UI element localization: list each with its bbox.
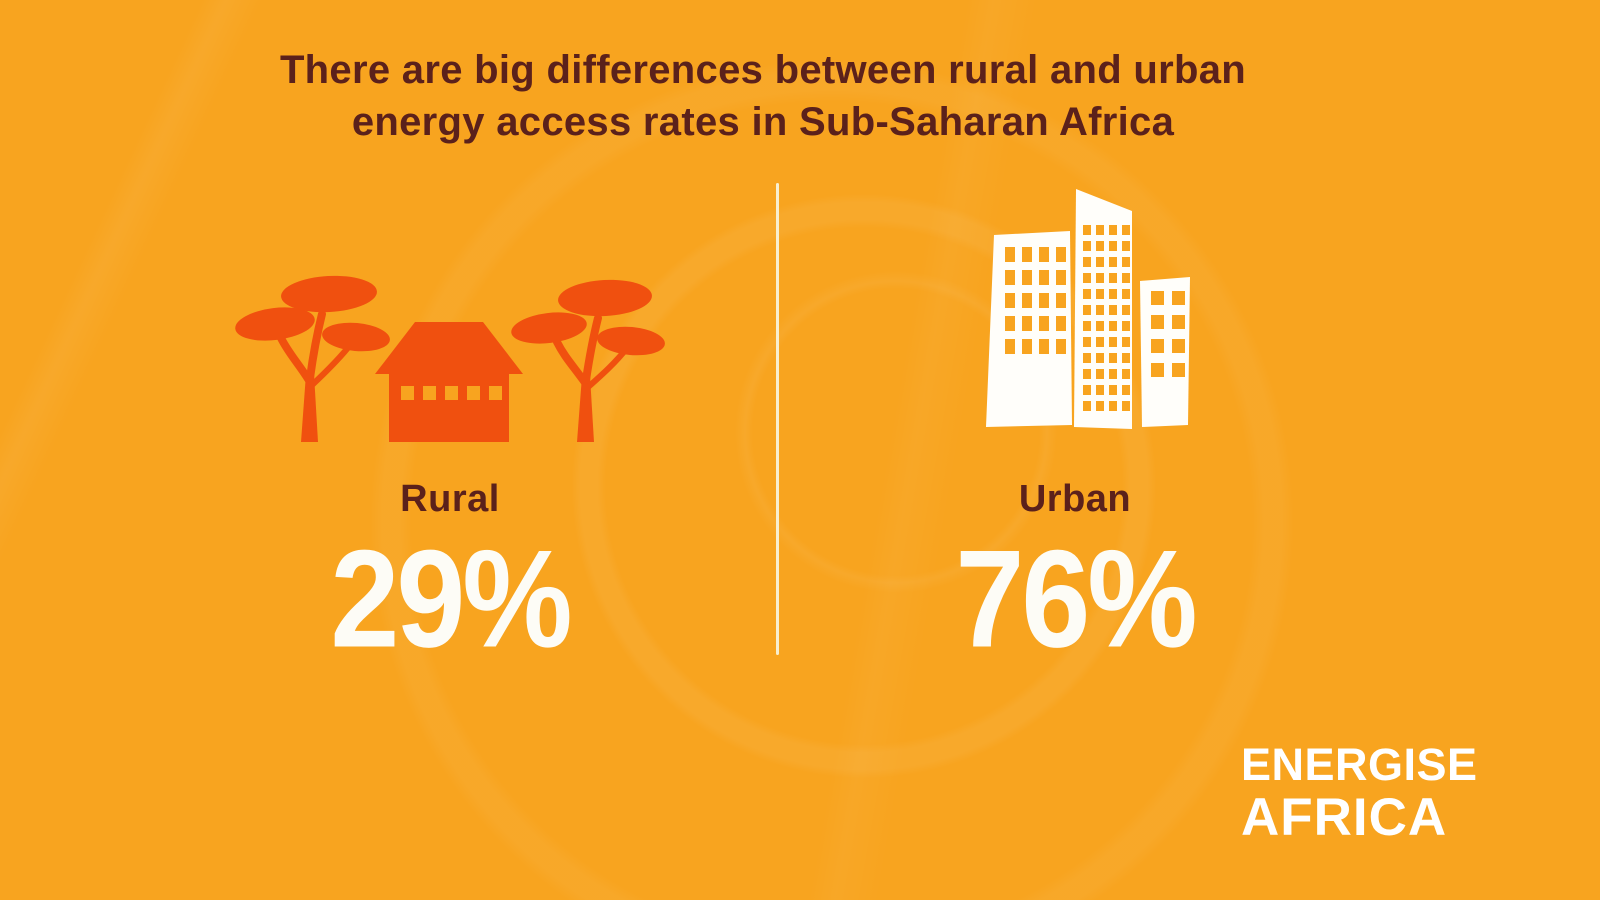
- urban-value: 76%: [955, 522, 1197, 677]
- urban-label: Urban: [1018, 478, 1132, 520]
- page-title: There are big differences between rural …: [113, 44, 1413, 148]
- rural-value: 29%: [330, 522, 572, 677]
- acacia-tree-icon: [511, 279, 665, 442]
- house-icon: [375, 322, 523, 442]
- rural-label: Rural: [400, 478, 500, 520]
- vertical-divider: [776, 183, 779, 655]
- title-line-2: energy access rates in Sub-Saharan Afric…: [351, 100, 1175, 144]
- acacia-tree-icon: [235, 275, 390, 442]
- logo-line-2: AFRICA: [1241, 788, 1448, 847]
- logo-line-1: ENERGISE: [1241, 739, 1478, 790]
- rural-illustration: [235, 275, 665, 442]
- title-line-1: There are big differences between rural …: [279, 48, 1247, 92]
- city-buildings-icon: [986, 189, 1190, 429]
- energise-africa-logo: ENERGISE AFRICA: [1241, 742, 1478, 844]
